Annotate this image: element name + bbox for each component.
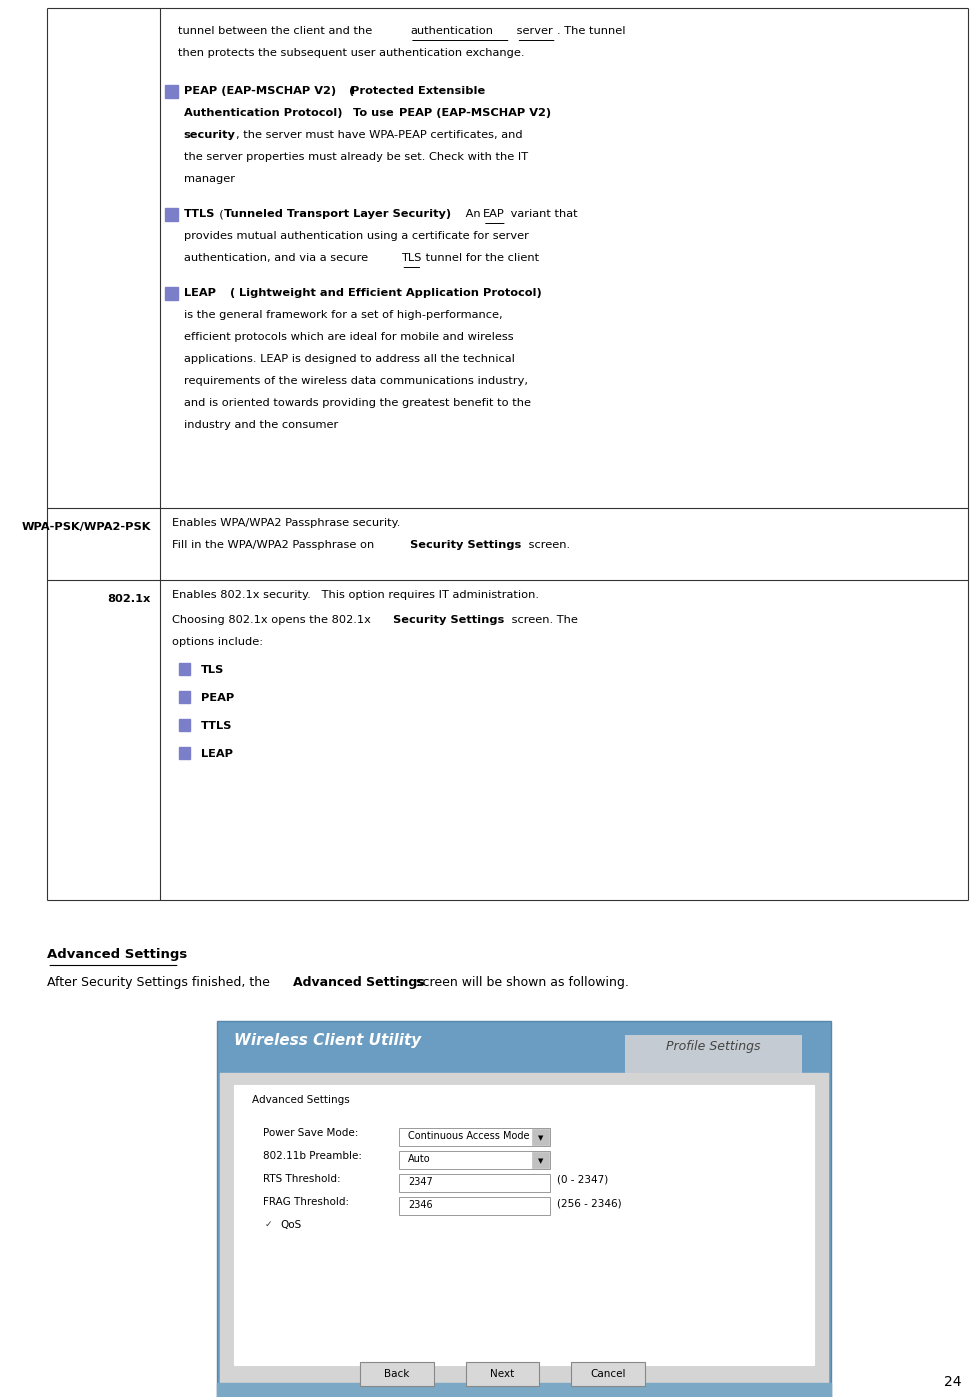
Text: (256 - 2346): (256 - 2346) xyxy=(556,1199,622,1208)
Bar xyxy=(217,1383,832,1397)
Text: authentication, and via a secure: authentication, and via a secure xyxy=(183,253,371,263)
Text: Back: Back xyxy=(385,1369,410,1379)
FancyBboxPatch shape xyxy=(399,1127,550,1146)
Text: the server properties must already be set. Check with the IT: the server properties must already be se… xyxy=(183,152,528,162)
Text: authentication: authentication xyxy=(410,27,493,36)
Text: Authentication Protocol): Authentication Protocol) xyxy=(183,108,342,117)
Bar xyxy=(179,664,190,675)
Text: An: An xyxy=(462,210,484,219)
Text: FRAG Threshold:: FRAG Threshold: xyxy=(264,1197,349,1207)
Text: security: security xyxy=(183,130,235,140)
FancyBboxPatch shape xyxy=(399,1151,550,1169)
Text: variant that: variant that xyxy=(507,210,578,219)
FancyBboxPatch shape xyxy=(399,1197,550,1215)
Text: tunnel for the client: tunnel for the client xyxy=(423,253,540,263)
Text: efficient protocols which are ideal for mobile and wireless: efficient protocols which are ideal for … xyxy=(183,332,513,342)
Text: . The tunnel: . The tunnel xyxy=(556,27,626,36)
Text: PEAP (EAP-MSCHAP V2): PEAP (EAP-MSCHAP V2) xyxy=(183,87,336,96)
Bar xyxy=(165,286,178,299)
Bar xyxy=(220,1073,829,1383)
Bar xyxy=(179,719,190,731)
Text: applications. LEAP is designed to address all the technical: applications. LEAP is designed to addres… xyxy=(183,353,514,365)
Text: TLS: TLS xyxy=(401,253,422,263)
Text: LEAP: LEAP xyxy=(201,749,233,759)
Text: provides mutual authentication using a certificate for server: provides mutual authentication using a c… xyxy=(183,231,528,242)
Text: TTLS: TTLS xyxy=(183,210,215,219)
Text: Advanced Settings: Advanced Settings xyxy=(47,949,187,961)
Text: manager: manager xyxy=(183,175,234,184)
Text: PEAP (EAP-MSCHAP V2): PEAP (EAP-MSCHAP V2) xyxy=(399,108,551,117)
Text: , the server must have WPA-PEAP certificates, and: , the server must have WPA-PEAP certific… xyxy=(236,130,523,140)
Text: Advanced Settings: Advanced Settings xyxy=(293,977,425,989)
Text: then protects the subsequent user authentication exchange.: then protects the subsequent user authen… xyxy=(178,47,524,59)
Text: 2347: 2347 xyxy=(408,1178,432,1187)
Text: TLS: TLS xyxy=(201,665,224,675)
Bar xyxy=(244,1095,804,1273)
Text: tunnel between the client and the: tunnel between the client and the xyxy=(178,27,376,36)
Text: screen.: screen. xyxy=(525,541,570,550)
Text: Security Settings: Security Settings xyxy=(392,615,504,624)
Text: QoS: QoS xyxy=(280,1220,302,1229)
FancyBboxPatch shape xyxy=(466,1362,540,1386)
FancyBboxPatch shape xyxy=(399,1173,550,1192)
Text: Profile Settings: Profile Settings xyxy=(667,1039,761,1053)
FancyBboxPatch shape xyxy=(571,1362,645,1386)
FancyBboxPatch shape xyxy=(217,1021,832,1397)
Text: server: server xyxy=(512,27,552,36)
Text: (0 - 2347): (0 - 2347) xyxy=(556,1175,608,1185)
Bar xyxy=(179,747,190,759)
Text: 24: 24 xyxy=(944,1375,961,1389)
Text: requirements of the wireless data communications industry,: requirements of the wireless data commun… xyxy=(183,376,527,386)
Bar xyxy=(179,692,190,703)
Text: 802.11b Preamble:: 802.11b Preamble: xyxy=(264,1151,362,1161)
Text: EAP: EAP xyxy=(483,210,505,219)
Text: Tunneled Transport Layer Security): Tunneled Transport Layer Security) xyxy=(224,210,451,219)
Text: is the general framework for a set of high-performance,: is the general framework for a set of hi… xyxy=(183,310,502,320)
Text: TTLS: TTLS xyxy=(201,721,232,731)
Text: Security Settings: Security Settings xyxy=(410,541,521,550)
Text: ✓: ✓ xyxy=(265,1220,272,1229)
Text: Cancel: Cancel xyxy=(590,1369,626,1379)
Text: After Security Settings finished, the: After Security Settings finished, the xyxy=(47,977,274,989)
Text: Fill in the WPA/WPA2 Passphrase on: Fill in the WPA/WPA2 Passphrase on xyxy=(172,541,378,550)
Text: RTS Threshold:: RTS Threshold: xyxy=(264,1173,341,1185)
Text: ▼: ▼ xyxy=(538,1158,543,1164)
Text: screen will be shown as following.: screen will be shown as following. xyxy=(412,977,629,989)
Text: and is oriented towards providing the greatest benefit to the: and is oriented towards providing the gr… xyxy=(183,398,531,408)
Text: Power Save Mode:: Power Save Mode: xyxy=(264,1127,358,1139)
Text: Next: Next xyxy=(490,1369,514,1379)
Text: 2346: 2346 xyxy=(408,1200,432,1210)
Text: 802.1x: 802.1x xyxy=(107,594,151,604)
Text: Protected Extensible: Protected Extensible xyxy=(351,87,486,96)
Text: LEAP: LEAP xyxy=(183,288,216,298)
Text: Continuous Access Mode: Continuous Access Mode xyxy=(408,1132,530,1141)
FancyBboxPatch shape xyxy=(625,1035,802,1073)
Bar xyxy=(165,84,178,98)
Text: (: ( xyxy=(214,288,235,298)
Text: Wireless Client Utility: Wireless Client Utility xyxy=(234,1032,422,1048)
Text: ▼: ▼ xyxy=(538,1134,543,1141)
Text: (: ( xyxy=(345,87,354,96)
Text: (: ( xyxy=(213,210,224,219)
Bar xyxy=(532,1129,549,1146)
Text: options include:: options include: xyxy=(172,637,264,647)
Text: Advanced Settings: Advanced Settings xyxy=(252,1095,349,1105)
Text: PEAP: PEAP xyxy=(201,693,234,703)
Text: Lightweight and Efficient Application Protocol): Lightweight and Efficient Application Pr… xyxy=(239,288,542,298)
Bar xyxy=(532,1153,549,1168)
Text: To use: To use xyxy=(349,108,398,117)
Text: WPA-PSK/WPA2-PSK: WPA-PSK/WPA2-PSK xyxy=(21,522,151,532)
Bar xyxy=(234,1085,814,1365)
FancyBboxPatch shape xyxy=(360,1362,434,1386)
Text: Auto: Auto xyxy=(408,1154,430,1164)
Bar xyxy=(165,208,178,221)
Text: screen. The: screen. The xyxy=(508,615,578,624)
Text: Choosing 802.1x opens the 802.1x: Choosing 802.1x opens the 802.1x xyxy=(172,615,375,624)
Text: industry and the consumer: industry and the consumer xyxy=(183,420,338,430)
Text: Enables WPA/WPA2 Passphrase security.: Enables WPA/WPA2 Passphrase security. xyxy=(172,518,400,528)
Bar xyxy=(264,1220,276,1234)
Text: Enables 802.1x security.   This option requires IT administration.: Enables 802.1x security. This option req… xyxy=(172,590,539,599)
